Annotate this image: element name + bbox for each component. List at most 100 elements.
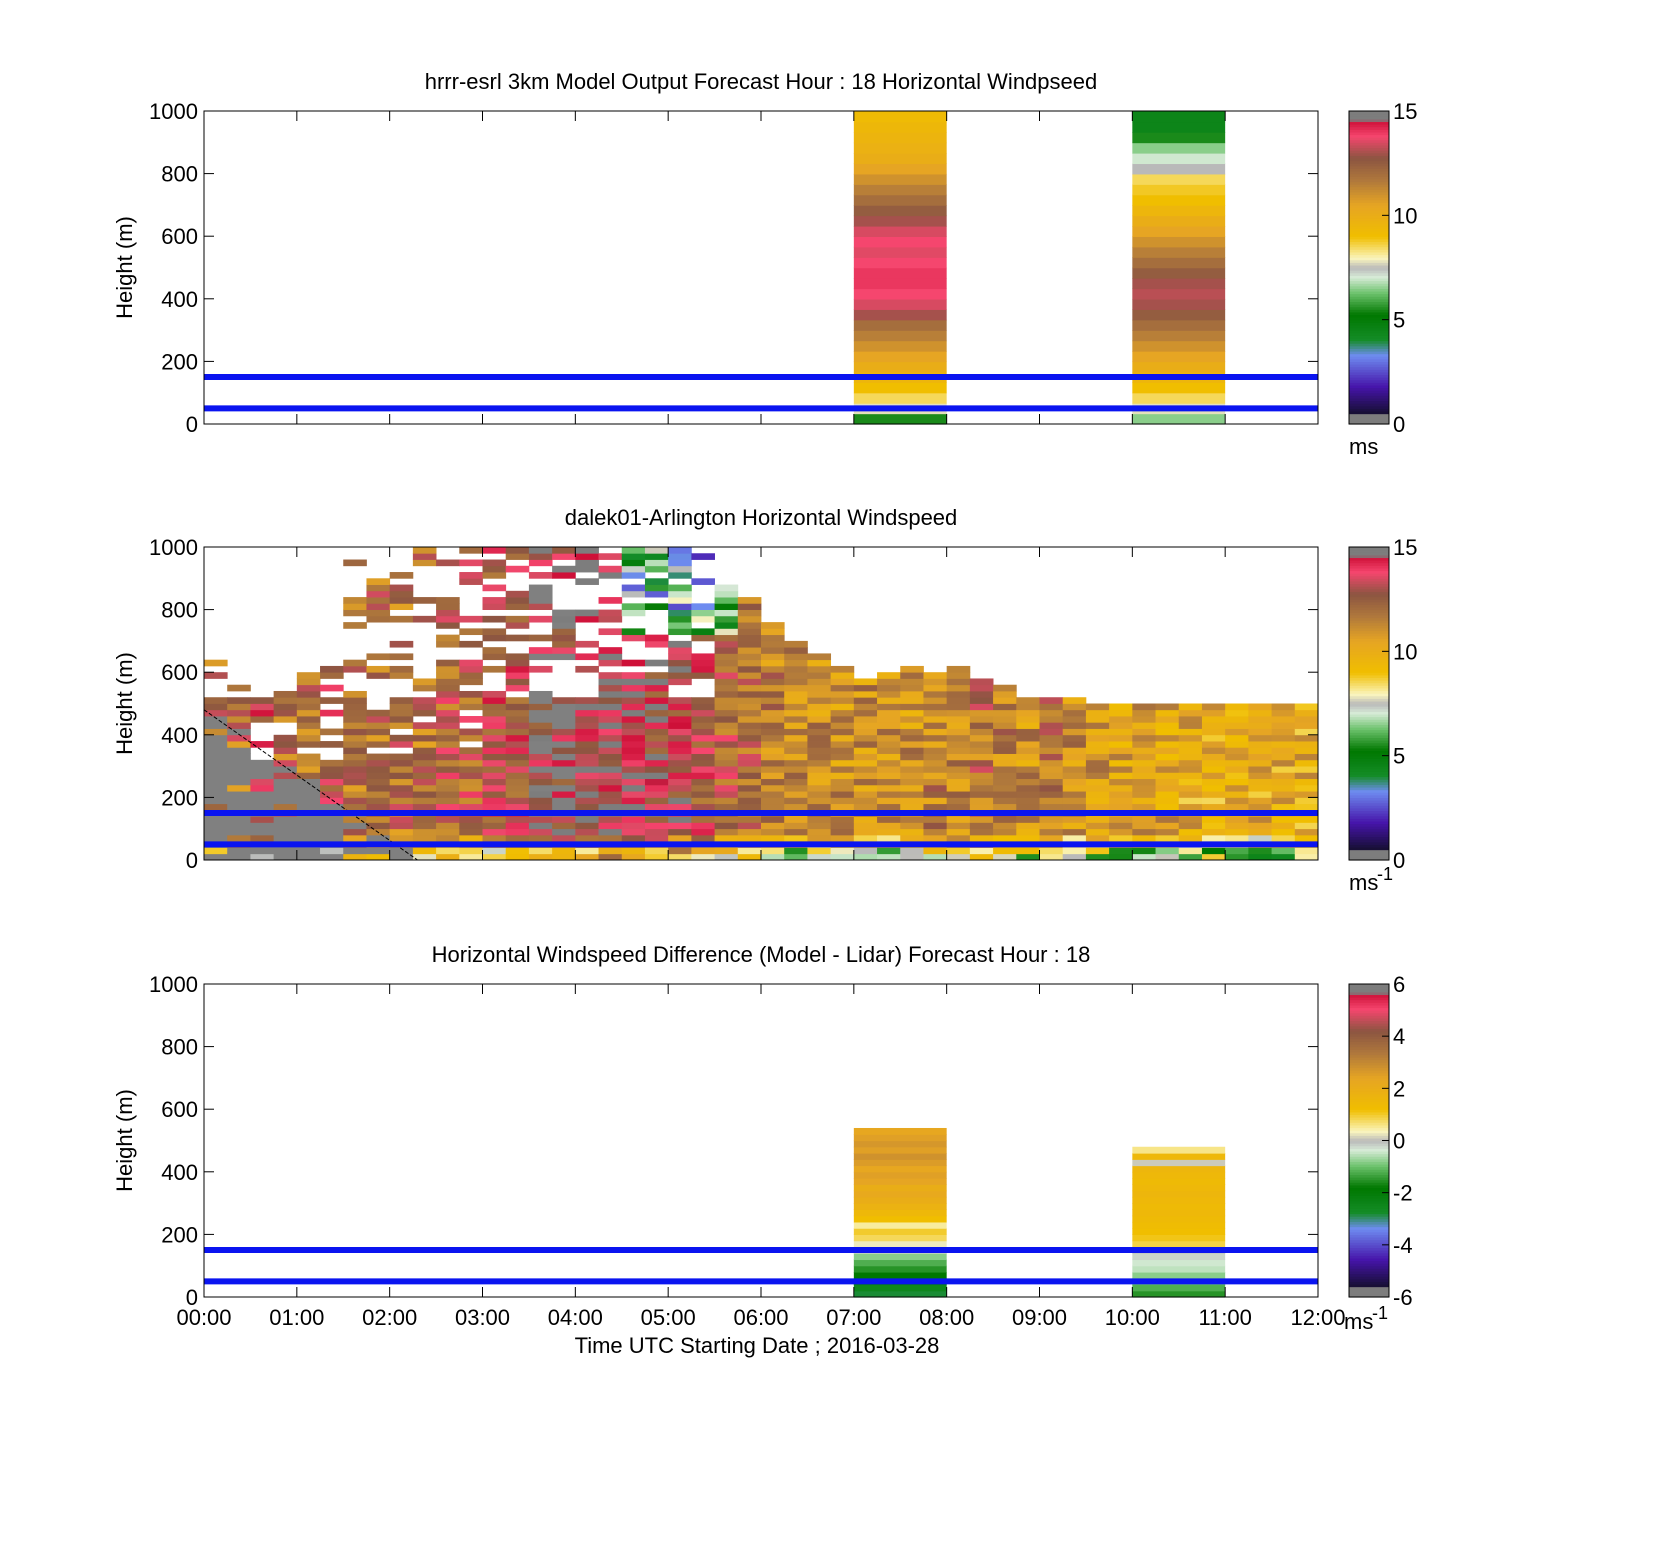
colorbar-segment bbox=[1349, 165, 1389, 169]
heatmap-cell bbox=[714, 659, 739, 667]
heatmap-cell bbox=[204, 747, 228, 754]
heatmap-cell bbox=[621, 559, 646, 567]
colorbar-tick-label: 0 bbox=[1393, 848, 1405, 873]
colorbar-segment bbox=[1349, 606, 1389, 611]
heatmap-cell bbox=[204, 803, 228, 811]
heatmap-cell bbox=[552, 766, 576, 773]
colorbar-segment bbox=[1349, 1054, 1389, 1058]
heatmap-cell bbox=[853, 1290, 947, 1298]
heatmap-cell bbox=[1271, 741, 1296, 748]
heatmap-cell bbox=[853, 132, 947, 144]
heatmap-cell bbox=[807, 747, 832, 754]
heatmap-cell bbox=[714, 709, 739, 717]
heatmap-cell bbox=[204, 816, 228, 823]
heatmap-cell bbox=[227, 834, 251, 842]
colorbar-segment bbox=[1349, 1109, 1389, 1113]
heatmap-cell bbox=[1248, 797, 1272, 805]
heatmap-cell bbox=[853, 319, 947, 331]
heatmap-cell bbox=[1248, 822, 1272, 830]
heatmap-cell bbox=[598, 766, 623, 773]
colorbar-segment bbox=[1349, 721, 1389, 725]
heatmap-cell bbox=[296, 778, 321, 786]
heatmap-cell bbox=[1201, 847, 1226, 855]
heatmap-cell bbox=[389, 778, 414, 786]
heatmap-cell bbox=[1132, 142, 1226, 154]
heatmap-cell bbox=[412, 684, 437, 692]
heatmap-cell bbox=[1085, 847, 1110, 855]
heatmap-cell bbox=[946, 665, 971, 673]
heatmap-cell bbox=[505, 822, 530, 830]
colorbar-segment bbox=[1349, 392, 1389, 396]
heatmap-cell bbox=[946, 759, 971, 767]
heatmap-cell bbox=[343, 766, 367, 773]
heatmap-cell bbox=[1039, 834, 1064, 842]
heatmap-cell bbox=[737, 615, 762, 623]
heatmap-cell bbox=[343, 759, 367, 767]
heatmap-cell bbox=[320, 828, 344, 836]
x-tick-label: 10:00 bbox=[1105, 1305, 1160, 1330]
heatmap-cell bbox=[621, 734, 646, 742]
heatmap-cell bbox=[528, 803, 553, 811]
x-tick-label: 03:00 bbox=[455, 1305, 510, 1330]
colorbar-tick-label: 5 bbox=[1393, 744, 1405, 769]
heatmap-cell bbox=[505, 590, 530, 598]
heatmap-cell bbox=[691, 628, 715, 636]
heatmap-cell bbox=[412, 759, 437, 767]
panel-3: Horizontal Windspeed Difference (Model -… bbox=[112, 942, 1413, 1334]
heatmap-cell bbox=[1201, 716, 1226, 723]
colorbar-segment bbox=[1349, 155, 1389, 159]
colorbar-segment bbox=[1349, 285, 1389, 289]
heatmap-cell bbox=[204, 753, 228, 761]
heatmap-cell bbox=[1271, 747, 1296, 754]
colorbar-segment bbox=[1349, 1070, 1389, 1074]
heatmap-cell bbox=[761, 678, 785, 686]
colorbar-segment bbox=[1349, 685, 1389, 689]
heatmap-cell bbox=[552, 784, 576, 792]
heatmap-cell bbox=[691, 653, 715, 661]
heatmap-cell bbox=[482, 822, 507, 830]
heatmap-cell bbox=[900, 722, 924, 729]
heatmap-cell bbox=[320, 791, 344, 798]
colorbar-segment bbox=[1349, 1114, 1389, 1118]
heatmap-cell bbox=[621, 847, 646, 855]
x-tick-label: 11:00 bbox=[1198, 1305, 1251, 1330]
colorbar-segment bbox=[1349, 1028, 1389, 1032]
heatmap-cell bbox=[575, 784, 599, 792]
heatmap-cell bbox=[1201, 728, 1226, 736]
heatmap-cell bbox=[877, 847, 901, 855]
heatmap-cell bbox=[552, 609, 576, 617]
heatmap-cell bbox=[459, 690, 483, 698]
colorbar-segment bbox=[1349, 379, 1389, 383]
heatmap-cell bbox=[668, 772, 692, 780]
heatmap-cell bbox=[505, 622, 530, 629]
colorbar-segment bbox=[1349, 609, 1389, 613]
heatmap-cell bbox=[412, 722, 437, 729]
colorbar-segment bbox=[1349, 719, 1389, 723]
heatmap-cell bbox=[459, 547, 483, 554]
heatmap-cell bbox=[644, 816, 669, 823]
heatmap-cell bbox=[644, 603, 669, 610]
heatmap-cell bbox=[598, 703, 623, 711]
heatmap-cell bbox=[1178, 803, 1203, 811]
heatmap-cell bbox=[505, 665, 530, 673]
colorbar-segment bbox=[1349, 1171, 1389, 1176]
heatmap-cell bbox=[296, 797, 321, 805]
heatmap-cell bbox=[621, 590, 646, 598]
heatmap-cell bbox=[436, 703, 460, 711]
heatmap-cell bbox=[668, 590, 692, 598]
colorbar-segment bbox=[1349, 596, 1389, 600]
heatmap-cell bbox=[1062, 722, 1087, 729]
heatmap-cell bbox=[575, 559, 599, 567]
colorbar-segment bbox=[1349, 405, 1389, 409]
heatmap-cell bbox=[946, 834, 971, 842]
heatmap-cell bbox=[528, 547, 553, 554]
heatmap-cell bbox=[761, 753, 785, 761]
heatmap-cell bbox=[227, 822, 251, 830]
heatmap-cell bbox=[366, 766, 391, 773]
heatmap-cell bbox=[273, 759, 298, 767]
heatmap-cell bbox=[900, 816, 924, 823]
heatmap-cell bbox=[761, 653, 785, 661]
heatmap-cell bbox=[505, 716, 530, 723]
colorbar-segment bbox=[1349, 557, 1389, 561]
heatmap-cell bbox=[644, 565, 669, 573]
